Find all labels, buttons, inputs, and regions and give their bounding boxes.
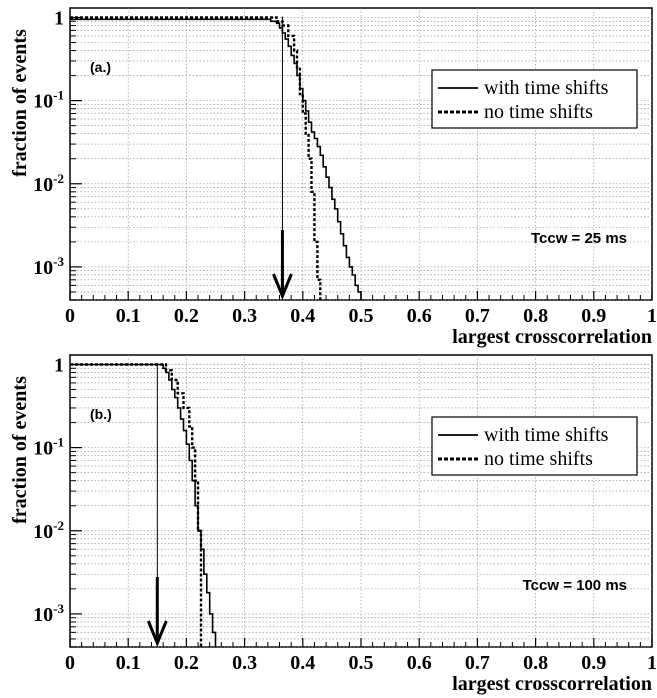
grid	[70, 8, 652, 301]
y-tick-label: 10-2	[33, 518, 64, 543]
plot-frame	[69, 7, 653, 301]
y-tick-label: 1	[54, 354, 64, 376]
y-tick-label: 10-2	[33, 171, 64, 196]
panel-b: 0 0.1 0.2 0.3 0.4 0.5 0.6 0.7 0.8 0.9 1 1 10-1 10-2 10…	[9, 354, 657, 695]
x-tick-label: 0.8	[523, 652, 548, 674]
legend-label: with time shifts	[484, 424, 609, 446]
series-line-no-time-shifts	[70, 363, 203, 647]
x-tick-label: 0.2	[174, 652, 199, 674]
x-tick-label: 0.1	[116, 652, 141, 674]
panel-label: (b.)	[90, 406, 112, 422]
window-annotation: Tccw = 100 ms	[523, 577, 627, 594]
x-tick-label: 0.3	[232, 652, 257, 674]
x-tick-label: 0.7	[465, 652, 490, 674]
x-tick-label: 0.3	[232, 305, 257, 327]
x-tick-label: 0	[65, 305, 75, 327]
y-tick-label: 1	[54, 7, 64, 29]
x-tick-label: 0.5	[349, 652, 374, 674]
x-tick-label: 0.9	[581, 305, 606, 327]
threshold-arrow-head	[272, 273, 293, 300]
series-line-with-time-shifts	[70, 18, 362, 300]
x-tick-label: 0.2	[174, 305, 199, 327]
panel-a: 0 0.1 0.2 0.3 0.4 0.5 0.6 0.7 0.8 0.9 1 1 10-1 10-2 10…	[9, 7, 657, 348]
panel-label: (a.)	[90, 59, 111, 75]
plot-frame	[69, 354, 653, 648]
x-tick-label: 1	[647, 652, 657, 674]
x-tick-label: 0.8	[523, 305, 548, 327]
x-tick-label: 0.4	[290, 652, 315, 674]
y-tick-label: 10-1	[33, 88, 64, 113]
legend-label: no time shifts	[484, 448, 593, 470]
x-tick-label: 0.6	[407, 652, 432, 674]
legend-label: no time shifts	[484, 101, 593, 123]
legend-box	[431, 69, 638, 129]
y-axis-title: fraction of events	[9, 376, 31, 524]
x-tick-label: 0.7	[465, 305, 490, 327]
y-tick-label: 10-1	[33, 435, 64, 460]
series-line-no-time-shifts	[70, 16, 322, 300]
y-tick-label: 10-3	[33, 254, 64, 279]
x-tick-label: 1	[647, 305, 657, 327]
x-tick-label: 0.6	[407, 305, 432, 327]
series-line-with-time-shifts	[70, 363, 217, 647]
window-annotation: Tccw = 25 ms	[531, 230, 627, 247]
x-axis-title: largest crosscorrelation	[452, 673, 652, 695]
x-tick-label: 0.9	[581, 652, 606, 674]
legend-label: with time shifts	[484, 77, 609, 99]
x-tick-label: 0	[65, 652, 75, 674]
y-axis-title: fraction of events	[9, 29, 31, 177]
x-tick-label: 0.5	[349, 305, 374, 327]
x-tick-label: 0.1	[116, 305, 141, 327]
x-tick-label: 0.4	[290, 305, 315, 327]
x-axis-title: largest crosscorrelation	[452, 326, 652, 348]
threshold-arrow-head	[146, 620, 168, 647]
legend-box	[431, 416, 638, 476]
y-tick-label: 10-3	[33, 601, 64, 626]
